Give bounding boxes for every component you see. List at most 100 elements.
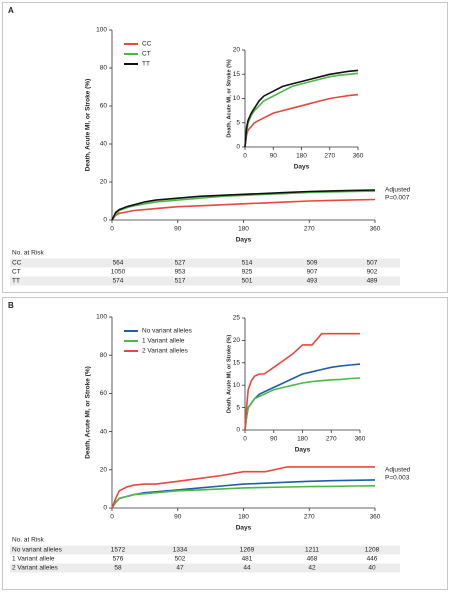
series-line [244, 93, 359, 148]
series-line [111, 198, 376, 221]
risk-value: 44 [243, 565, 251, 572]
row-shade [10, 545, 400, 555]
legend-label: 1 Variant allele [142, 338, 185, 345]
y-tick-label: 20 [100, 467, 108, 474]
panel-label: A [8, 6, 14, 15]
risk-value: 489 [367, 278, 378, 285]
y-tick-label: 10 [233, 95, 241, 102]
x-tick-label: 270 [324, 153, 335, 160]
y-tick-label: 100 [96, 27, 107, 34]
series-line [244, 72, 359, 148]
y-tick-label: 20 [233, 337, 241, 344]
legend-label: 2 Variant alleles [142, 348, 189, 355]
risk-value: 468 [307, 556, 318, 563]
x-tick-label: 360 [353, 153, 364, 160]
risk-row-label: CT [12, 269, 21, 276]
y-tick-label: 15 [233, 71, 241, 78]
risk-row-label: 2 Variant alleles [12, 565, 59, 572]
risk-value: 527 [175, 260, 186, 267]
row-shade [10, 563, 400, 573]
x-axis-label: Days [295, 447, 311, 454]
risk-row-label: 1 Variant allele [12, 556, 55, 563]
risk-value: 907 [307, 269, 318, 276]
risk-row-label: CC [12, 260, 22, 267]
y-axis-label: Death, Acute MI, or Stroke (%) [226, 335, 232, 414]
y-axis-label: Death, Acute MI, or Stroke (%) [85, 79, 92, 172]
y-axis-label: Death, Acute MI, or Stroke (%) [226, 59, 232, 138]
x-tick-label: 0 [243, 153, 247, 160]
risk-value: 493 [307, 278, 318, 285]
risk-value: 40 [368, 565, 376, 572]
risk-value: 509 [307, 260, 318, 267]
annotation: Adjusted [385, 187, 411, 194]
y-tick-label: 0 [103, 505, 107, 512]
series-line [111, 189, 376, 221]
risk-value: 1334 [173, 547, 188, 554]
risk-value: 1208 [365, 547, 380, 554]
x-tick-label: 90 [270, 153, 278, 160]
y-tick-label: 80 [100, 65, 108, 72]
risk-value: 564 [113, 260, 124, 267]
x-tick-label: 0 [110, 514, 114, 521]
risk-value: 953 [175, 269, 186, 276]
y-tick-label: 20 [233, 47, 241, 54]
risk-value: 925 [242, 269, 253, 276]
risk-value: 502 [175, 556, 186, 563]
row-shade [10, 276, 400, 286]
x-tick-label: 180 [238, 514, 249, 521]
y-tick-label: 10 [233, 382, 241, 389]
risk-value: 576 [113, 556, 124, 563]
risk-value: 58 [114, 565, 122, 572]
risk-row-label: No variant alleles [12, 547, 63, 554]
panel-label: B [8, 301, 14, 310]
x-axis-label: Days [236, 237, 252, 244]
risk-title: No. at Risk [12, 537, 45, 544]
x-tick-label: 180 [238, 226, 249, 233]
x-tick-label: 360 [370, 226, 381, 233]
row-shade [10, 258, 400, 268]
risk-value: 574 [113, 278, 124, 285]
risk-row-label: TT [12, 278, 20, 285]
annotation: P=0.003 [385, 475, 410, 482]
series-line [111, 485, 376, 509]
legend-label: CT [142, 51, 151, 58]
risk-value: 1572 [111, 547, 126, 554]
x-axis-label: Days [236, 525, 252, 532]
x-tick-label: 0 [110, 226, 114, 233]
series-line [244, 69, 359, 148]
y-tick-label: 25 [233, 315, 241, 322]
y-tick-label: 0 [103, 217, 107, 224]
panel-border [2, 2, 448, 293]
series-line [244, 377, 361, 431]
x-tick-label: 360 [355, 436, 366, 443]
series-line [111, 190, 376, 221]
y-tick-label: 0 [236, 144, 240, 151]
x-axis-label: Days [294, 164, 310, 171]
risk-value: 902 [367, 269, 378, 276]
legend-label: No variant alleles [142, 328, 193, 335]
x-tick-label: 0 [243, 436, 247, 443]
risk-value: 514 [242, 260, 253, 267]
y-tick-label: 15 [233, 360, 241, 367]
y-axis-label: Death, Acute MI, or Stroke (%) [85, 366, 92, 459]
x-tick-label: 270 [326, 436, 337, 443]
annotation: Adjusted [385, 467, 411, 474]
annotation: P=0.007 [385, 195, 410, 202]
legend-label: TT [142, 61, 150, 68]
y-tick-label: 60 [100, 103, 108, 110]
risk-value: 507 [367, 260, 378, 267]
y-tick-label: 5 [236, 404, 240, 411]
y-tick-label: 60 [100, 390, 108, 397]
x-tick-label: 270 [304, 514, 315, 521]
y-tick-label: 0 [236, 427, 240, 434]
y-tick-label: 100 [96, 314, 107, 321]
series-line [111, 466, 375, 509]
x-tick-label: 360 [370, 514, 381, 521]
panel-border [2, 297, 448, 590]
risk-value: 446 [367, 556, 378, 563]
risk-value: 517 [175, 278, 186, 285]
y-tick-label: 40 [100, 428, 108, 435]
risk-value: 501 [242, 278, 253, 285]
x-tick-label: 90 [174, 514, 182, 521]
y-tick-label: 20 [100, 179, 108, 186]
